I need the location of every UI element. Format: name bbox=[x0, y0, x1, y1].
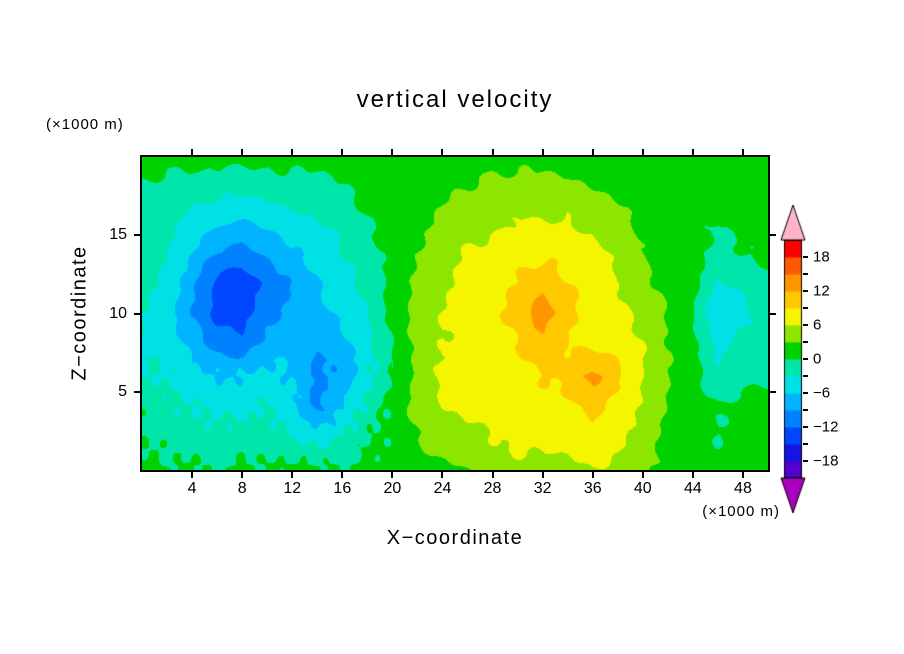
x-axis-title: X−coordinate bbox=[386, 527, 524, 549]
x-tick-mark-bottom bbox=[441, 472, 444, 478]
x-tick-mark-bottom bbox=[341, 472, 344, 478]
x-tick-mark-bottom bbox=[291, 472, 294, 478]
colorbar-canvas bbox=[778, 200, 810, 520]
x-tick-mark-bottom bbox=[241, 472, 244, 478]
colorbar-tick-label: −18 bbox=[813, 452, 839, 470]
x-tick-label: 48 bbox=[734, 480, 752, 497]
colorbar-tick-label: −12 bbox=[813, 418, 839, 436]
z-tick-mark-right bbox=[770, 390, 776, 393]
x-tick-label: 24 bbox=[433, 480, 452, 497]
colorbar-tick-label: 12 bbox=[813, 282, 830, 300]
x-tick-label: 12 bbox=[283, 480, 302, 497]
x-tick-mark-bottom bbox=[391, 472, 394, 478]
x-tick-label: 36 bbox=[583, 480, 602, 497]
colorbar-tick-label: 0 bbox=[813, 350, 822, 368]
x-tick-label: 8 bbox=[237, 480, 247, 497]
x-tick-label: 20 bbox=[383, 480, 402, 497]
z-tick-mark-right bbox=[770, 312, 776, 315]
z-tick-label: 15 bbox=[109, 226, 127, 244]
plot-frame bbox=[140, 155, 770, 472]
colorbar-tick-label: 18 bbox=[813, 248, 830, 266]
chart-title: vertical velocity bbox=[356, 86, 554, 113]
x-tick-label: 32 bbox=[533, 480, 552, 497]
x-axis-unit-label: (×1000 m) bbox=[702, 503, 780, 520]
z-tick-label: 5 bbox=[118, 382, 127, 400]
x-tick-mark-bottom bbox=[491, 472, 494, 478]
colorbar-tick-label: 6 bbox=[813, 316, 822, 334]
heatmap-canvas bbox=[142, 157, 768, 470]
x-tick-mark-bottom bbox=[691, 472, 694, 478]
x-tick-mark-bottom bbox=[641, 472, 644, 478]
z-tick-mark-right bbox=[770, 234, 776, 237]
x-tick-mark-bottom bbox=[541, 472, 544, 478]
x-tick-label: 40 bbox=[633, 480, 652, 497]
x-tick-label: 28 bbox=[483, 480, 502, 497]
colorbar-tick-label: −6 bbox=[813, 384, 831, 402]
x-tick-label: 44 bbox=[683, 480, 702, 497]
x-tick-mark-bottom bbox=[591, 472, 594, 478]
x-tick-mark-bottom bbox=[191, 472, 194, 478]
y-axis-unit-label: (×1000 m) bbox=[46, 116, 124, 133]
x-tick-mark-bottom bbox=[741, 472, 744, 478]
x-tick-label: 4 bbox=[187, 480, 197, 497]
x-tick-label: 16 bbox=[333, 480, 352, 497]
y-axis-title: Z−coordinate bbox=[68, 245, 91, 381]
z-tick-label: 10 bbox=[109, 304, 127, 322]
